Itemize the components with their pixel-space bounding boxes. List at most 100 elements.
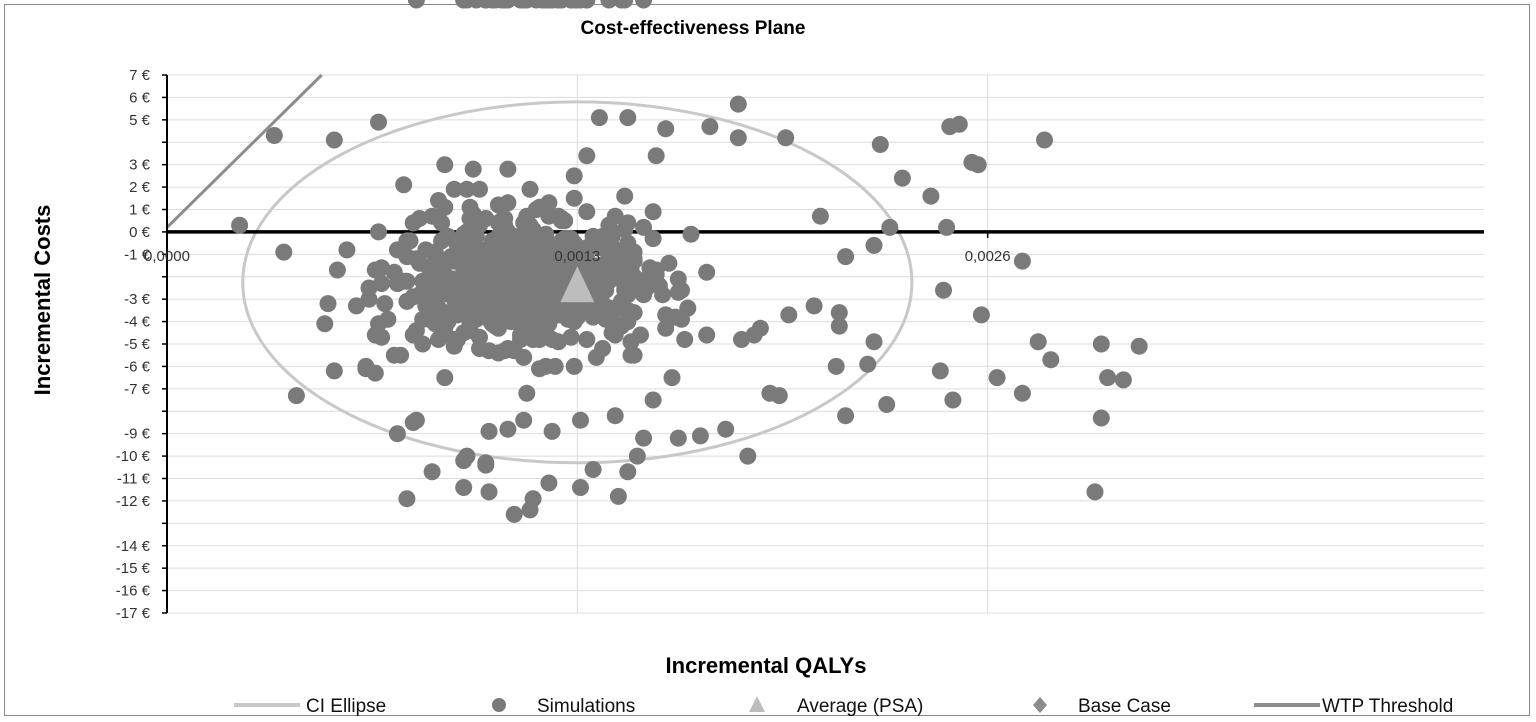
simulation-point: [467, 227, 485, 245]
simulation-point: [442, 248, 460, 266]
x-tick-label: 0,0000: [144, 248, 190, 265]
simulation-point: [480, 422, 498, 440]
simulation-point: [578, 203, 596, 221]
simulation-point: [565, 357, 583, 375]
y-tick-label: -3 €: [124, 291, 151, 308]
simulation-point: [830, 317, 848, 335]
y-tick-label: -6 €: [124, 358, 151, 375]
simulation-point: [606, 407, 624, 425]
y-tick-label: -10 €: [116, 448, 151, 465]
legend-marker-circle: [492, 698, 506, 712]
simulation-point: [698, 326, 716, 344]
y-tick-label: 7 €: [129, 67, 151, 84]
simulation-point: [515, 411, 533, 429]
simulation-point: [770, 387, 788, 405]
simulation-point: [682, 225, 700, 243]
simulation-point: [635, 0, 653, 9]
simulation-point: [606, 207, 624, 225]
simulation-point: [540, 0, 558, 9]
simulation-point: [635, 429, 653, 447]
simulation-point: [644, 203, 662, 221]
simulation-point: [414, 335, 432, 353]
simulation-point: [531, 270, 548, 288]
simulation-point: [935, 281, 952, 299]
x-axis-title: Incremental QALYs: [666, 653, 867, 678]
simulation-point: [471, 340, 488, 357]
simulation-point: [546, 281, 564, 299]
simulation-point: [565, 0, 583, 9]
simulation-point: [963, 153, 981, 171]
simulation-point: [572, 479, 589, 496]
average-psa-marker: [560, 266, 595, 303]
simulation-point: [666, 308, 684, 326]
simulation-point: [657, 319, 675, 337]
simulation-point: [1042, 351, 1060, 369]
simulation-point: [780, 306, 798, 324]
simulation-point: [657, 120, 675, 138]
simulation-point: [366, 364, 384, 382]
y-tick-label: -14 €: [116, 538, 151, 555]
simulation-point: [931, 362, 949, 380]
simulation-point: [395, 176, 413, 194]
simulation-point: [578, 0, 596, 9]
simulation-point: [499, 227, 517, 245]
simulation-point: [1036, 131, 1053, 149]
simulation-point: [1092, 335, 1110, 353]
legend-label: Simulations: [537, 696, 635, 717]
legend-label: CI Ellipse: [306, 696, 386, 717]
simulation-point: [578, 331, 596, 348]
simulation-point: [644, 230, 662, 248]
simulation-point: [1029, 333, 1047, 351]
simulation-point: [590, 239, 608, 257]
simulation-point: [518, 304, 536, 322]
y-tick-label: 3 €: [129, 157, 151, 174]
simulation-point: [837, 407, 855, 425]
simulation-point: [534, 288, 552, 306]
simulation-point: [679, 299, 697, 317]
simulation-point: [458, 243, 476, 261]
legend-label: WTP Threshold: [1322, 696, 1453, 717]
simulation-point: [325, 131, 343, 149]
simulation-point: [717, 420, 735, 438]
simulation-point: [553, 0, 571, 9]
simulation-point: [878, 396, 896, 413]
simulation-point: [420, 259, 438, 277]
simulation-point: [837, 248, 855, 266]
simulation-point: [616, 221, 634, 239]
simulation-point: [559, 310, 577, 328]
simulation-point: [663, 369, 681, 387]
simulation-point: [729, 129, 747, 147]
simulation-point: [464, 160, 482, 178]
y-tick-label: -5 €: [124, 336, 151, 353]
simulation-point: [616, 0, 634, 9]
simulation-point: [531, 315, 548, 333]
simulation-point: [871, 136, 889, 153]
simulation-point: [739, 447, 757, 465]
simulation-point: [275, 243, 293, 261]
simulation-point: [881, 218, 899, 236]
simulation-point: [673, 281, 690, 299]
simulation-point: [338, 241, 356, 259]
simulation-point: [461, 315, 479, 333]
simulation-point: [499, 0, 517, 9]
simulation-point: [404, 288, 422, 306]
simulation-point: [518, 384, 536, 402]
simulation-point: [414, 310, 432, 328]
simulation-point: [859, 355, 877, 373]
simulation-point: [572, 411, 589, 429]
simulation-point: [448, 331, 466, 348]
simulations-layer: [231, 0, 1148, 523]
tick-labels-layer: 7 € 6 € 5 € 3 € 2 € 1 € 0 € -1 € -3 € -4 € -5 € -6 …: [116, 67, 1011, 622]
simulation-point: [505, 342, 523, 360]
simulation-point: [524, 331, 542, 348]
simulation-point: [347, 297, 365, 315]
simulation-point: [385, 346, 403, 364]
simulation-point: [423, 207, 441, 225]
simulation-point: [373, 275, 391, 292]
simulation-point: [540, 194, 558, 212]
y-tick-label: -4 €: [124, 314, 151, 331]
simulation-point: [404, 214, 422, 232]
simulation-point: [373, 328, 391, 346]
simulation-point: [603, 324, 621, 342]
